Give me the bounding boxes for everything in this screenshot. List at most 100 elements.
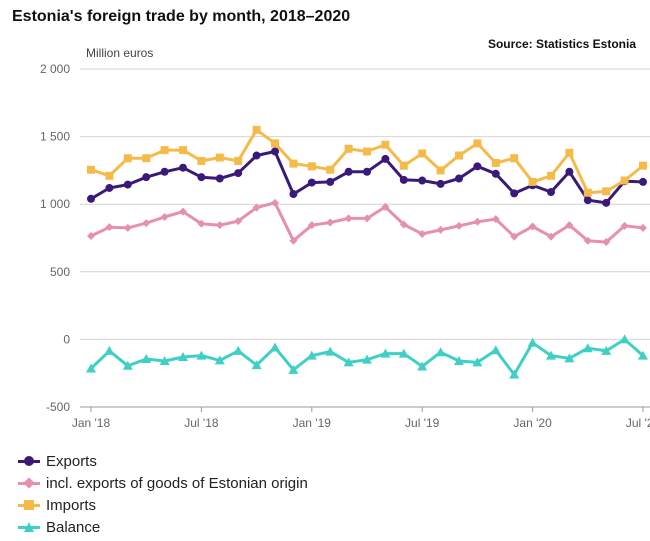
y-tick-label: -500 — [46, 400, 70, 414]
data-point-exports — [602, 198, 611, 207]
data-point-exports — [473, 162, 482, 171]
data-point-exports — [307, 178, 316, 187]
data-point-balance — [325, 346, 336, 356]
data-point-exports — [234, 169, 243, 178]
legend-item-balance: Balance — [18, 516, 308, 538]
data-point-balance — [619, 334, 630, 344]
data-point-imports — [491, 158, 500, 167]
y-tick-label: 500 — [50, 265, 70, 279]
data-point-balance — [288, 364, 299, 374]
legend-swatch-icon — [18, 521, 40, 533]
legend-label: Imports — [46, 496, 97, 514]
data-point-incl-exports-of-goods-of-estonian-origin — [602, 238, 611, 247]
data-point-exports — [215, 174, 224, 183]
data-point-imports — [307, 162, 316, 171]
data-point-incl-exports-of-goods-of-estonian-origin — [234, 217, 243, 226]
data-point-incl-exports-of-goods-of-estonian-origin — [160, 213, 169, 222]
y-axis-ticks: 2 000 1 500 1 000 500 0 -500 — [40, 62, 70, 414]
data-point-incl-exports-of-goods-of-estonian-origin — [620, 221, 629, 230]
data-point-incl-exports-of-goods-of-estonian-origin — [326, 218, 335, 227]
data-point-exports — [418, 176, 427, 185]
data-point-exports — [142, 173, 151, 182]
data-point-exports — [639, 177, 647, 186]
data-point-incl-exports-of-goods-of-estonian-origin — [215, 221, 224, 230]
data-point-incl-exports-of-goods-of-estonian-origin — [381, 202, 390, 211]
data-point-incl-exports-of-goods-of-estonian-origin — [547, 232, 555, 241]
data-point-balance — [509, 369, 520, 379]
x-tick-label: Jan '20 — [513, 416, 552, 430]
data-point-imports — [344, 144, 353, 153]
data-point-incl-exports-of-goods-of-estonian-origin — [510, 232, 519, 241]
legend-marker-icon — [24, 456, 34, 466]
data-point-imports — [510, 154, 519, 163]
data-point-balance — [362, 354, 372, 364]
data-point-imports — [363, 147, 371, 156]
data-point-imports — [271, 139, 279, 148]
data-point-exports — [344, 167, 353, 176]
data-point-balance — [104, 345, 115, 355]
series-points — [86, 125, 648, 379]
data-point-imports — [179, 146, 187, 155]
data-point-incl-exports-of-goods-of-estonian-origin — [455, 221, 463, 230]
series-line-exports — [89, 150, 645, 205]
data-point-balance — [122, 360, 133, 370]
legend-item-incl-exports-of-goods-of-estonian-origin: incl. exports of goods of Estonian origi… — [18, 472, 308, 494]
data-point-balance — [472, 357, 483, 367]
data-point-balance — [601, 345, 612, 355]
data-point-exports — [381, 154, 390, 163]
data-point-exports — [510, 189, 519, 198]
data-point-imports — [565, 148, 574, 157]
data-point-exports — [252, 151, 261, 160]
data-point-incl-exports-of-goods-of-estonian-origin — [197, 219, 206, 228]
data-point-balance — [380, 348, 391, 358]
data-point-imports — [547, 171, 555, 180]
legend-marker-icon — [24, 522, 34, 532]
data-point-balance — [582, 343, 593, 353]
legend-marker-icon — [23, 477, 35, 489]
data-point-exports — [271, 147, 279, 156]
data-point-incl-exports-of-goods-of-estonian-origin — [307, 221, 316, 230]
data-point-exports — [363, 167, 371, 176]
data-point-incl-exports-of-goods-of-estonian-origin — [142, 219, 151, 228]
data-point-incl-exports-of-goods-of-estonian-origin — [179, 207, 187, 216]
data-point-incl-exports-of-goods-of-estonian-origin — [123, 223, 132, 232]
data-point-balance — [141, 354, 152, 364]
legend-swatch-icon — [18, 499, 40, 511]
data-point-imports — [639, 161, 647, 170]
data-point-exports — [160, 167, 169, 176]
y-tick-label: 1 500 — [40, 130, 70, 144]
x-tick-label: Jul '18 — [184, 416, 219, 430]
source-note: Source: Statistics Estonia — [487, 37, 636, 51]
data-point-exports — [326, 177, 335, 186]
data-point-imports — [326, 165, 335, 174]
data-point-imports — [197, 156, 206, 165]
legend-item-imports: Imports — [18, 494, 308, 516]
data-point-balance — [435, 347, 446, 357]
data-point-exports — [455, 174, 463, 183]
legend-label: Balance — [46, 518, 101, 536]
data-point-exports — [197, 173, 206, 182]
data-point-exports — [105, 183, 114, 192]
legend-label: Exports — [46, 452, 97, 470]
x-tick-label: Jul '20 — [626, 416, 650, 430]
data-point-incl-exports-of-goods-of-estonian-origin — [583, 236, 592, 245]
data-point-exports — [547, 188, 555, 197]
data-point-incl-exports-of-goods-of-estonian-origin — [271, 198, 279, 207]
data-point-balance — [490, 345, 501, 355]
data-point-balance — [527, 337, 538, 347]
legend-label: incl. exports of goods of Estonian origi… — [46, 474, 308, 492]
x-tick-label: Jan '19 — [293, 416, 332, 430]
data-point-incl-exports-of-goods-of-estonian-origin — [87, 231, 95, 240]
chart-title: Estonia's foreign trade by month, 2018–2… — [12, 8, 351, 25]
data-point-incl-exports-of-goods-of-estonian-origin — [528, 222, 537, 231]
data-point-imports — [234, 156, 243, 165]
data-point-imports — [528, 177, 537, 186]
data-point-imports — [252, 125, 261, 134]
data-point-exports — [289, 190, 298, 199]
legend: Exports incl. exports of goods of Estonia… — [18, 450, 308, 538]
data-point-incl-exports-of-goods-of-estonian-origin — [491, 215, 500, 224]
data-point-balance — [233, 345, 244, 355]
data-point-exports — [87, 194, 95, 203]
legend-swatch-icon — [18, 455, 40, 467]
data-point-balance — [398, 348, 409, 358]
